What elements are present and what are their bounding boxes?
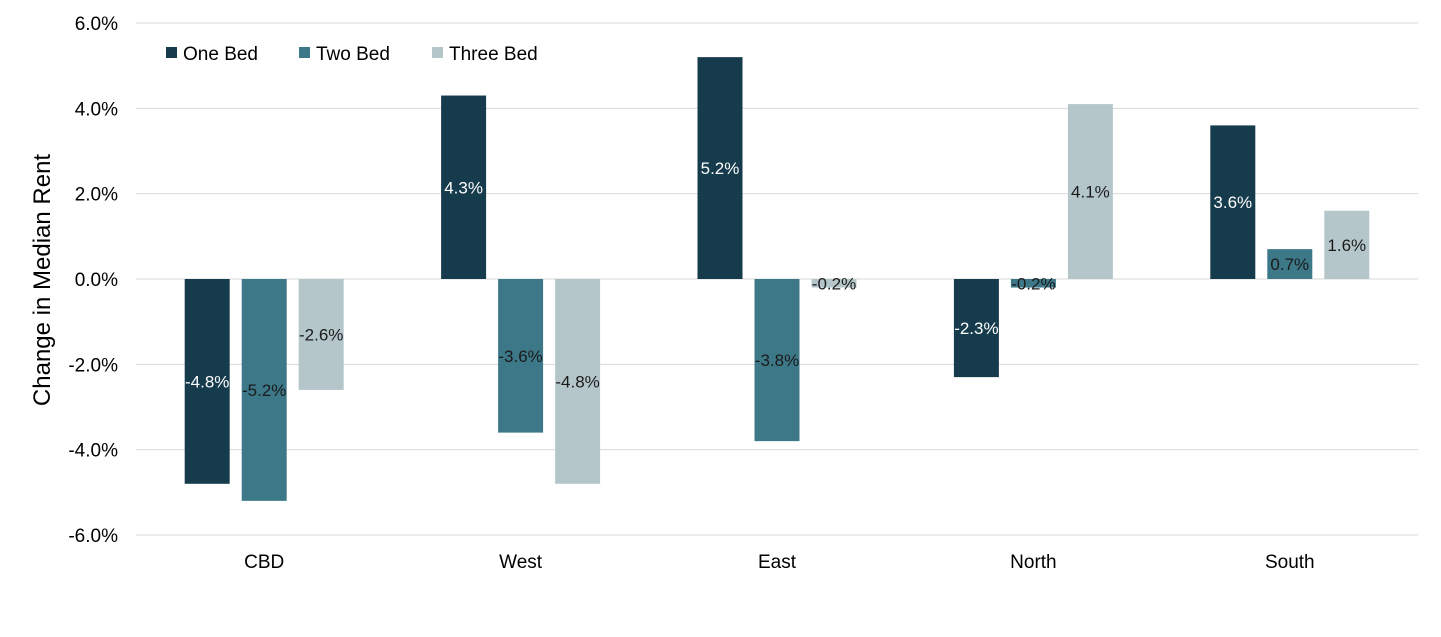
bar-east-two-bed bbox=[754, 279, 800, 442]
bar-cbd-one-bed bbox=[184, 279, 230, 484]
bar-north-three-bed bbox=[1067, 104, 1113, 279]
data-label: 1.6% bbox=[1327, 236, 1366, 255]
bar-north-two-bed bbox=[1010, 279, 1056, 288]
y-tick-label: 2.0% bbox=[75, 185, 118, 206]
y-axis-ticks: -6.0% -4.0% -2.0% 0.0% 2.0% 4.0% 6.0% bbox=[68, 14, 118, 547]
data-label: 3.6% bbox=[1213, 193, 1252, 212]
data-label: -4.8% bbox=[555, 372, 599, 391]
bar-west-three-bed bbox=[555, 279, 601, 484]
bar-north-one-bed bbox=[953, 279, 999, 378]
data-label: 4.1% bbox=[1071, 183, 1110, 202]
data-label: -0.2% bbox=[812, 274, 856, 293]
y-tick-label: -4.0% bbox=[68, 441, 118, 462]
y-tick-label: 4.0% bbox=[75, 99, 118, 120]
bar-east-one-bed bbox=[697, 57, 743, 280]
bar-east-three-bed bbox=[811, 279, 857, 288]
y-tick-label: 0.0% bbox=[75, 270, 118, 291]
legend-label: Two Bed bbox=[316, 44, 390, 65]
legend: One Bed Two Bed Three Bed bbox=[166, 44, 538, 65]
x-category-label: East bbox=[758, 552, 797, 573]
x-category-label: South bbox=[1265, 552, 1315, 573]
y-tick-label: -6.0% bbox=[68, 526, 118, 547]
legend-label: One Bed bbox=[183, 44, 258, 65]
x-category-label: West bbox=[499, 552, 543, 573]
y-axis-title: Change in Median Rent bbox=[29, 154, 56, 406]
bar-cbd-three-bed bbox=[298, 279, 344, 390]
bar-cbd-two-bed bbox=[241, 279, 287, 501]
y-tick-label: -2.0% bbox=[68, 355, 118, 376]
bar-south-three-bed bbox=[1324, 210, 1370, 279]
legend-swatch bbox=[299, 47, 310, 58]
legend-label: Three Bed bbox=[449, 44, 538, 65]
data-label: -3.6% bbox=[498, 347, 542, 366]
x-category-label: CBD bbox=[244, 552, 284, 573]
bar-south-two-bed bbox=[1267, 249, 1313, 279]
data-label: 0.7% bbox=[1270, 255, 1309, 274]
bars bbox=[184, 57, 1370, 501]
bar-west-one-bed bbox=[441, 95, 487, 280]
x-axis-categories: CBD West East North South bbox=[244, 552, 1314, 573]
data-label: -3.8% bbox=[755, 351, 799, 370]
data-label: -0.2% bbox=[1011, 274, 1055, 293]
data-label: -2.3% bbox=[954, 319, 998, 338]
data-label: -2.6% bbox=[299, 325, 343, 344]
bar-west-two-bed bbox=[498, 279, 544, 433]
data-label: 5.2% bbox=[701, 159, 740, 178]
legend-swatch bbox=[432, 47, 443, 58]
legend-swatch bbox=[166, 47, 177, 58]
data-label: -5.2% bbox=[242, 381, 286, 400]
x-category-label: North bbox=[1010, 552, 1056, 573]
data-label: -4.8% bbox=[185, 372, 229, 391]
data-label: 4.3% bbox=[444, 178, 483, 197]
y-tick-label: 6.0% bbox=[75, 14, 118, 35]
bar-south-one-bed bbox=[1210, 125, 1256, 280]
data-labels: -4.8% -5.2% -2.6% 4.3% -3.6% -4.8% 5.2% -3.8% -0… bbox=[185, 159, 1366, 400]
